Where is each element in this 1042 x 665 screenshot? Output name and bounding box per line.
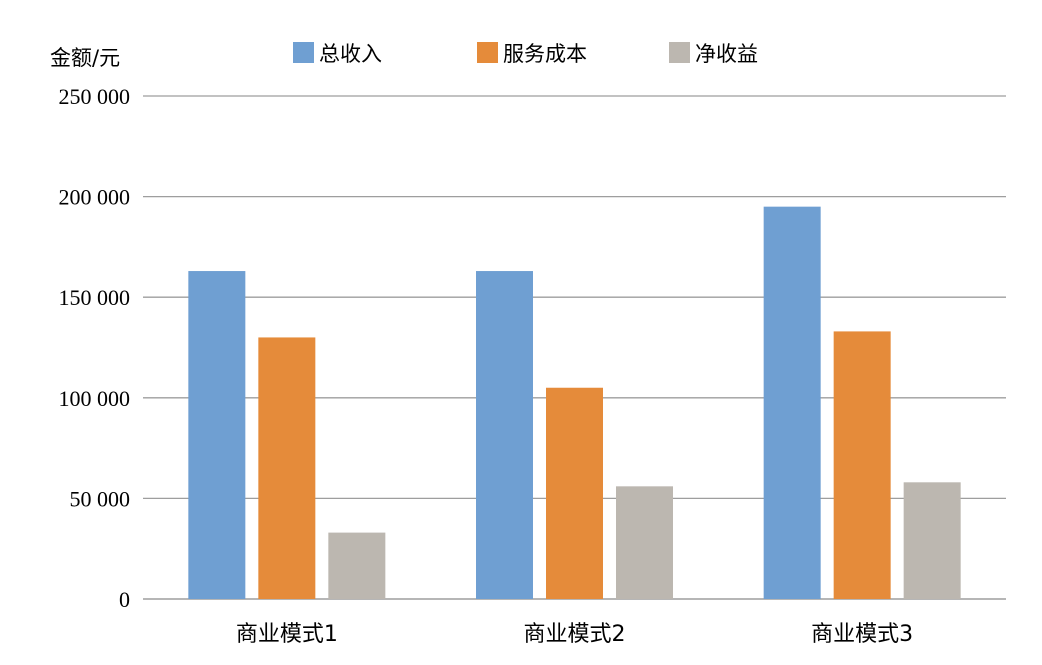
bar-3-1: [328, 532, 386, 599]
y-tick-label: 250 000: [59, 84, 131, 109]
bar-3-2: [616, 486, 673, 599]
bar-1-2: [476, 271, 533, 599]
legend-label: 净收益: [695, 42, 758, 66]
y-tick-label: 100 000: [59, 386, 131, 411]
legend-label: 服务成本: [503, 42, 587, 66]
bars: [188, 206, 961, 599]
legend-swatch: [477, 42, 498, 63]
legend-swatch: [293, 42, 314, 63]
bar-3-3: [903, 482, 961, 599]
bar-1-3: [763, 206, 821, 599]
y-axis-label: 金额/元: [50, 46, 120, 70]
bar-2-1: [258, 337, 316, 599]
y-tick-label: 200 000: [59, 185, 131, 210]
bar-1-1: [188, 271, 246, 599]
bar-2-3: [833, 331, 891, 599]
x-category-label: 商业模式3: [811, 622, 913, 647]
x-axis-category-labels: 商业模式1 商业模式2 商业模式3: [236, 622, 913, 647]
legend-label: 总收入: [319, 42, 382, 66]
y-tick-label: 50 000: [70, 486, 131, 511]
x-category-label: 商业模式1: [236, 622, 338, 647]
y-tick-label: 0: [119, 587, 130, 612]
bar-2-2: [546, 387, 603, 599]
legend-swatch: [669, 42, 690, 63]
y-axis-ticks: 0 50 000 100 000 150 000 200 000 250 000: [59, 84, 131, 612]
y-tick-label: 150 000: [59, 285, 131, 310]
legend: 总收入 服务成本 净收益: [293, 42, 758, 66]
x-category-label: 商业模式2: [524, 622, 626, 647]
